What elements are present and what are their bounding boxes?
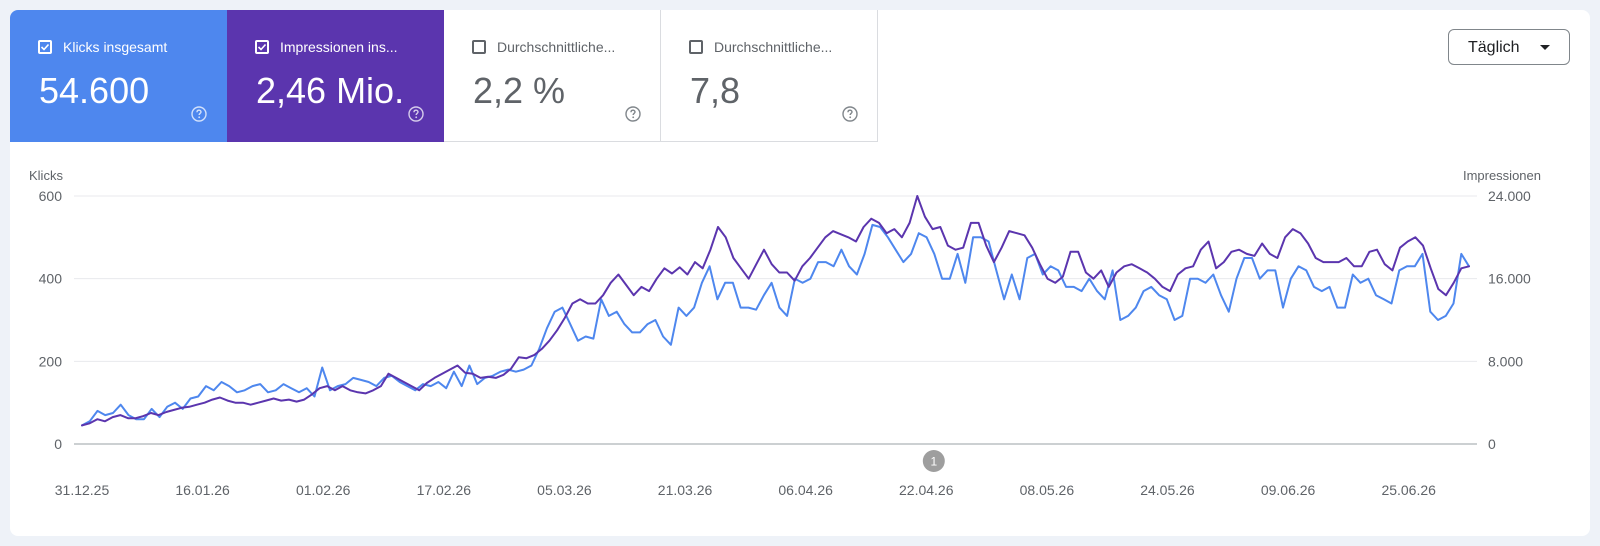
x-tick-label: 25.06.26 (1381, 482, 1436, 498)
annotation-label: 1 (930, 455, 937, 469)
help-icon[interactable] (408, 106, 424, 122)
checkbox-unchecked-icon[interactable] (689, 40, 703, 54)
metric-cards: Klicks insgesamt 54.600 Impressionen ins… (10, 10, 878, 142)
right-axis-ticks: 0 8.000 16.000 24.000 (1488, 188, 1531, 452)
left-tick-label: 0 (54, 436, 62, 452)
right-axis-title: Impressionen (1463, 168, 1541, 183)
metric-label: Durchschnittliche... (714, 39, 833, 55)
granularity-dropdown[interactable]: Täglich (1448, 29, 1570, 65)
x-tick-label: 16.01.26 (175, 482, 230, 498)
x-axis-ticks: 31.12.25 16.01.26 01.02.26 17.02.26 05.03.26… (55, 482, 1436, 498)
metric-label: Klicks insgesamt (63, 39, 168, 55)
annotation-circle (922, 450, 945, 472)
x-tick-label: 08.05.26 (1020, 482, 1075, 498)
x-tick-label: 17.02.26 (417, 482, 472, 498)
left-tick-label: 600 (39, 188, 63, 204)
metric-card-ctr[interactable]: Durchschnittliche... 2,2 % (444, 10, 661, 142)
checkbox-unchecked-icon[interactable] (472, 40, 486, 54)
x-tick-label: 21.03.26 (658, 482, 713, 498)
help-icon[interactable] (191, 106, 207, 122)
clicks-line (81, 223, 1470, 427)
x-tick-label: 22.04.26 (899, 482, 954, 498)
x-tick-label: 05.03.26 (537, 482, 592, 498)
left-tick-label: 400 (39, 271, 63, 287)
chart-grid (74, 195, 1477, 445)
metric-label: Impressionen ins... (280, 39, 398, 55)
left-axis-ticks: 0 200 400 600 (39, 188, 63, 452)
annotation-marker[interactable]: 1 (922, 450, 945, 472)
right-tick-label: 24.000 (1488, 188, 1531, 204)
x-tick-label: 06.04.26 (778, 482, 833, 498)
chart-series (81, 195, 1470, 427)
metric-value: 2,46 Mio. (256, 70, 405, 111)
metric-card-clicks[interactable]: Klicks insgesamt 54.600 (10, 10, 227, 142)
impressions-line (81, 195, 1470, 427)
metric-label: Durchschnittliche... (497, 39, 616, 55)
right-tick-label: 0 (1488, 436, 1496, 452)
caret-down-icon (1540, 45, 1550, 50)
help-icon[interactable] (625, 106, 641, 122)
metric-value: 54.600 (39, 70, 150, 111)
metric-card-impressions[interactable]: Impressionen ins... 2,46 Mio. (227, 10, 444, 142)
metric-value: 2,2 % (473, 70, 566, 111)
checkbox-checked-icon[interactable] (38, 40, 52, 54)
checkbox-checked-icon[interactable] (255, 40, 269, 54)
x-tick-label: 24.05.26 (1140, 482, 1195, 498)
left-tick-label: 200 (39, 353, 63, 369)
x-tick-label: 09.06.26 (1261, 482, 1316, 498)
granularity-label: Täglich (1468, 39, 1520, 56)
right-tick-label: 8.000 (1488, 353, 1523, 369)
metric-value: 7,8 (690, 70, 741, 111)
right-tick-label: 16.000 (1488, 271, 1531, 287)
performance-chart: Klicks Impressionen 0 200 400 600 0 8.000 16.… (29, 168, 1541, 498)
x-tick-label: 01.02.26 (296, 482, 351, 498)
x-tick-label: 31.12.25 (55, 482, 110, 498)
help-icon[interactable] (842, 106, 858, 122)
left-axis-title: Klicks (29, 168, 63, 183)
metric-card-position[interactable]: Durchschnittliche... 7,8 (661, 10, 878, 142)
performance-panel: Klicks insgesamt 54.600 Impressionen ins… (10, 10, 1590, 536)
